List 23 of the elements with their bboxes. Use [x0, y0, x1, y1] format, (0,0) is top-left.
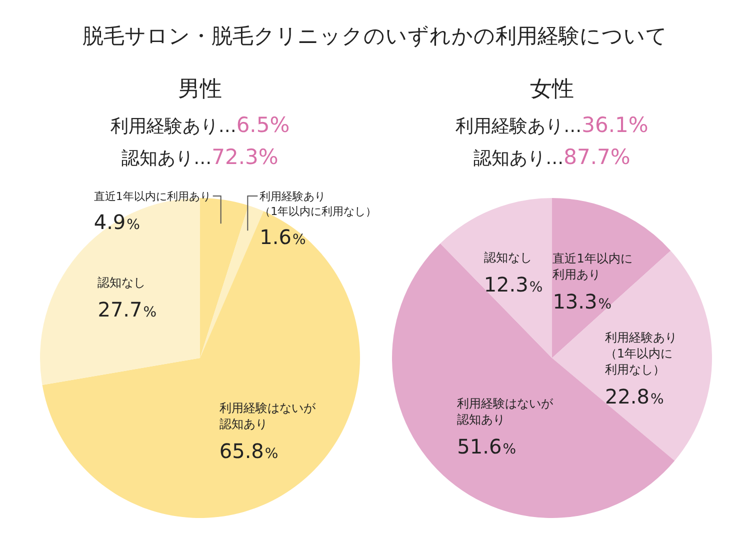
text: 認知あり…87.7% — [472, 144, 632, 171]
slice-label: 利用経験あり（1年以内に利用なし） — [604, 330, 677, 376]
text: 利用経験あり…6.5% — [109, 112, 291, 139]
slice-label: 利用経験はないが認知あり — [219, 401, 316, 432]
data-label: 22.8% — [604, 384, 664, 408]
chart-title: 脱毛サロン・脱毛クリニックのいずれかの利用経験について — [82, 23, 668, 50]
data-label: 4.9% — [94, 210, 140, 234]
slice-label: 利用経験あり（1年以内に利用なし） — [260, 190, 377, 218]
data-label: 27.7% — [98, 297, 157, 322]
text: 認知あり…72.3% — [120, 144, 280, 171]
slice-label: 直近1年以内に利用あり — [94, 190, 211, 203]
chart-subtitle: 女性 — [529, 76, 575, 104]
slice-label: 認知なし — [98, 275, 146, 290]
data-label: 51.6% — [457, 434, 516, 459]
data-label: 12.3% — [484, 272, 543, 296]
text: 利用経験あり…36.1% — [454, 112, 650, 139]
data-label: 13.3% — [552, 290, 612, 314]
data-label: 1.6% — [260, 225, 306, 249]
slice-label: 認知なし — [484, 250, 532, 264]
data-label: 65.8% — [219, 439, 278, 464]
slice-label: 利用経験はないが認知あり — [457, 396, 554, 427]
chart-subtitle: 男性 — [177, 76, 223, 104]
slice-label: 直近1年以内に利用あり — [552, 252, 632, 282]
